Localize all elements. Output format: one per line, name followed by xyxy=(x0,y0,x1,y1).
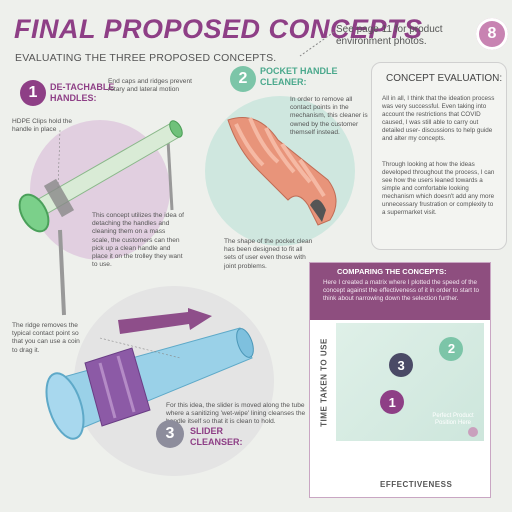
concept2-bottom-note: The shape of the pocket clean has been d… xyxy=(224,238,313,270)
comparison-description: Here I created a matrix where I plotted … xyxy=(323,279,479,302)
page-subtitle: EVALUATING THE THREE PROPOSED CONCEPTS. xyxy=(15,52,277,64)
comparison-header: COMPARING THE CONCEPTS: Here I created a… xyxy=(310,263,490,320)
concept1-title-line1: DE-TACHABLE xyxy=(50,82,115,92)
y-axis-label-wrap: TIME TAKEN TO USE xyxy=(316,330,332,440)
dotted-leader-line xyxy=(299,31,335,57)
concept-evaluation-panel: CONCEPT EVALUATION: All in all, I think … xyxy=(371,62,507,250)
evaluation-heading: CONCEPT EVALUATION: xyxy=(386,73,503,84)
concept2-number-badge: 2 xyxy=(230,66,256,92)
concept1-description: This concept utilizes the idea of detach… xyxy=(92,212,184,269)
slide-direction-arrow xyxy=(118,308,212,334)
matrix-point-2: 2 xyxy=(439,336,464,361)
concept2-title: POCKET HANDLE CLEANER: xyxy=(260,66,340,88)
perfect-position-label: Perfect Product Position Here xyxy=(432,413,474,426)
concept3-title-line2: CLEANSER: xyxy=(190,437,243,447)
concept2-title-line2: CLEANER: xyxy=(260,77,307,87)
concept3-description: For this idea, the slider is moved along… xyxy=(166,402,306,426)
page-number-badge: 8 xyxy=(476,18,508,50)
concept3-title: SLIDER CLEANSER: xyxy=(190,426,243,448)
evaluation-paragraph-2: Through looking at how the ideas develop… xyxy=(382,161,495,216)
concept2-title-line1: POCKET HANDLE xyxy=(260,66,338,76)
concept1-endcap-note: End caps and ridges prevent rotary and l… xyxy=(108,78,192,94)
concept2-top-note: In order to remove all contact points in… xyxy=(290,96,368,136)
slider-cleanser-illustration xyxy=(45,327,254,440)
x-axis-label: EFFECTIVENESS xyxy=(380,480,453,489)
y-axis-label: TIME TAKEN TO USE xyxy=(319,338,329,427)
perfect-position-dot xyxy=(468,427,478,437)
concept3-number-badge: 3 xyxy=(156,420,184,448)
concept1-title-line2: HANDLES: xyxy=(50,93,97,103)
concept1-clips-note: HDPE Clips hold the handle in place xyxy=(12,118,73,134)
concept1-number-badge: 1 xyxy=(20,80,46,106)
concept3-title-line1: SLIDER xyxy=(190,426,224,436)
comparison-heading: COMPARING THE CONCEPTS: xyxy=(337,267,447,276)
pocket-cleaner-illustration xyxy=(227,117,337,226)
concept3-ridge-note: The ridge removes the typical contact po… xyxy=(12,322,80,354)
comparison-matrix-panel: COMPARING THE CONCEPTS: Here I created a… xyxy=(309,262,491,498)
page-reference-note: See page 11 for product environment phot… xyxy=(336,24,443,47)
matrix-point-3: 3 xyxy=(389,353,414,378)
matrix-point-1: 1 xyxy=(380,390,405,415)
page-title: FINAL PROPOSED CONCEPTS xyxy=(14,14,423,44)
evaluation-paragraph-1: All in all, I think that the ideation pr… xyxy=(382,95,495,142)
detachable-handle-illustration xyxy=(18,120,183,316)
concept1-title: DE-TACHABLE HANDLES: xyxy=(50,82,114,104)
